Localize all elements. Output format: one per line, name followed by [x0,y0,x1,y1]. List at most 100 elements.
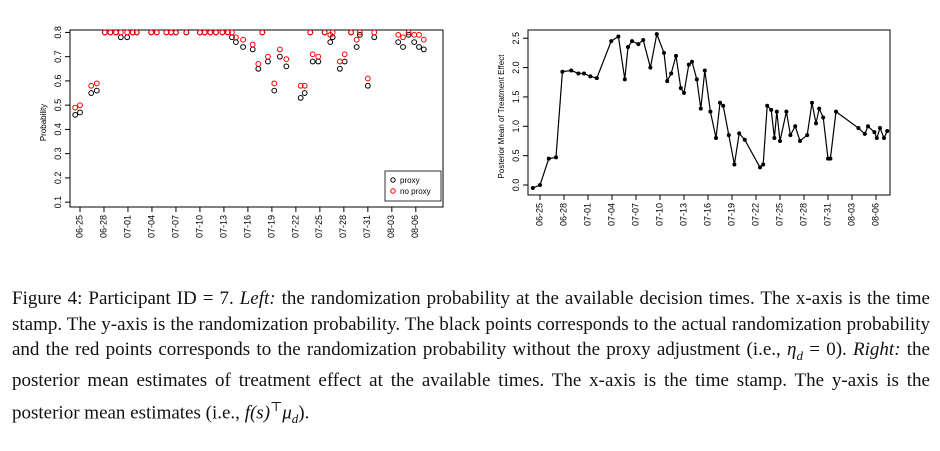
point [249,41,256,48]
y-tick-label: 0.5 [511,149,521,162]
point [698,106,703,111]
x-tick-label: 07-16 [242,215,252,238]
point [72,111,79,118]
point [395,39,402,46]
point [240,36,247,43]
point [416,31,422,38]
point [77,109,83,116]
x-tick-label: 07-25 [314,215,324,238]
caption-math: d [796,347,803,363]
point [874,136,879,141]
x-tick-label: 06-25 [534,203,544,226]
x-tick-label: 06-25 [74,215,84,238]
point [233,34,239,41]
point [336,65,343,72]
point [240,44,247,50]
point [307,29,314,36]
point [271,80,278,87]
point [72,104,79,111]
caption-text: Figure 4: Participant ID = 7. [12,288,240,309]
point [778,138,782,143]
point [834,109,838,114]
y-tick-label: 0.4 [53,123,63,136]
caption-text: the randomization probability at the ava… [12,288,930,360]
y-tick-label: 0.3 [53,147,63,160]
point [255,61,262,67]
point [124,34,131,41]
x-tick-label: 07-10 [654,203,664,226]
point [225,29,231,36]
figure-caption: Figure 4: Participant ID = 7. Left: the … [12,286,930,431]
point [321,29,328,36]
point [283,63,290,70]
caption-text: Left: [239,288,276,309]
point [742,137,747,142]
point [626,45,630,50]
y-tick-label: 0.7 [53,50,63,63]
point [283,56,290,62]
point [255,65,262,72]
point [371,29,378,36]
point [772,136,777,141]
x-tick-label: 07-25 [774,203,784,226]
x-tick-label: 07-04 [146,215,156,238]
point [129,29,136,36]
point [814,121,818,126]
point [669,71,674,76]
figure: 06-25 06-28 07-01 07-04 07-07 07-10 07-13 07-16… [39,26,891,238]
legend-marker [390,188,396,194]
x-tick-label: 08-06 [410,215,420,238]
point [107,29,114,36]
point [798,138,802,143]
caption-text: ). [298,402,310,424]
point [665,79,670,84]
point [400,34,406,41]
point [271,87,278,94]
point [201,29,208,36]
point [411,39,418,46]
point [420,46,427,53]
x-tick-label: 07-28 [338,215,348,238]
point [183,29,190,36]
point [213,29,219,36]
point [609,39,614,44]
point [594,76,599,81]
point [538,183,542,188]
y-tick-label: 0.2 [53,172,63,185]
point [856,126,861,131]
point [356,31,363,38]
point [694,77,699,82]
point [309,58,316,65]
x-tick-label: 07-13 [678,203,688,226]
point [588,74,593,79]
point [708,109,713,114]
point [88,90,95,96]
point [554,155,558,160]
point [364,75,371,82]
caption-text: the posterior mean estimates of treatmen… [12,339,930,424]
x-tick-label: 07-01 [122,215,132,238]
point [233,39,239,46]
point [356,29,363,36]
point [682,90,686,95]
y-tick-label: 2.5 [511,32,521,45]
point [117,29,124,36]
point [616,34,621,39]
point [315,53,322,60]
point [400,44,406,50]
y-tick-label: 0.0 [511,179,521,192]
y-tick-label: 2.0 [511,61,521,74]
point [341,58,348,65]
point [148,29,155,36]
caption-text: Right: [853,339,901,360]
point [641,37,646,42]
point [88,82,95,89]
plot-frame [69,29,444,208]
x-tick-label: 07-01 [582,203,592,226]
point [309,51,316,58]
x-tick-label: 07-19 [266,215,276,238]
point [101,29,108,36]
point [168,29,175,36]
point [686,62,691,67]
